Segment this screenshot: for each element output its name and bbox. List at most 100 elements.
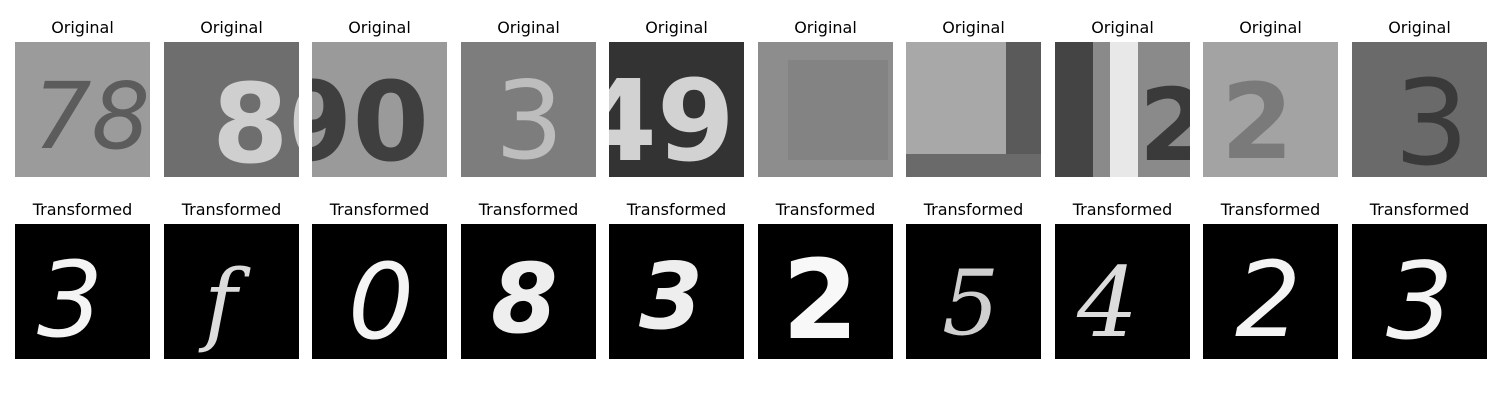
original-title: Original: [1239, 18, 1302, 37]
transformed-image: 2: [758, 224, 893, 359]
original-cell: Original 90: [312, 18, 447, 178]
original-image-background: [609, 42, 744, 177]
original-cell: Original: [906, 18, 1041, 178]
transformed-cell: Transformed 3: [1352, 200, 1487, 360]
transformed-title: Transformed: [1220, 200, 1321, 219]
transformed-title: Transformed: [923, 200, 1024, 219]
original-cell: Original 2: [1203, 18, 1338, 178]
transformed-title: Transformed: [478, 200, 579, 219]
original-image: 3: [461, 42, 596, 177]
transformed-title: Transformed: [32, 200, 133, 219]
transformed-title: Transformed: [1369, 200, 1470, 219]
original-image-glyph: 2: [1221, 61, 1293, 177]
transformed-image: 3: [609, 224, 744, 359]
original-title: Original: [497, 18, 560, 37]
original-image-shadow: [906, 154, 1041, 177]
transformed-image-glyph: 3: [37, 239, 103, 359]
original-image-shadow: [788, 60, 888, 160]
original-image-shadow: [1055, 42, 1093, 177]
transformed-image: 5: [906, 224, 1041, 359]
original-image-glyph: 2: [1139, 67, 1190, 177]
original-image: 90: [312, 42, 447, 177]
original-row: Original 78 Original 80 Original 90 Orig…: [0, 18, 1500, 178]
original-image: 2: [1203, 42, 1338, 177]
original-image-highlight: [1110, 42, 1138, 177]
transformed-image-glyph: 2: [1235, 239, 1301, 359]
original-image: 80: [164, 42, 299, 177]
transformed-image-glyph: 3: [639, 243, 703, 350]
original-title: Original: [51, 18, 114, 37]
original-title: Original: [200, 18, 263, 37]
transformed-image-glyph: 4: [1076, 247, 1138, 359]
transformed-title: Transformed: [329, 200, 430, 219]
transformed-image: 2: [1203, 224, 1338, 359]
transformed-cell: Transformed 2: [1203, 200, 1338, 360]
original-title: Original: [794, 18, 857, 37]
original-cell: Original 80: [164, 18, 299, 178]
original-title: Original: [1388, 18, 1451, 37]
transformed-title: Transformed: [626, 200, 727, 219]
original-image: 2: [1055, 42, 1190, 177]
transformed-image-background: [906, 224, 1041, 359]
original-cell: Original 3: [461, 18, 596, 178]
transformed-title: Transformed: [775, 200, 876, 219]
transformed-image: 4: [1055, 224, 1190, 359]
transformed-image-background: [758, 224, 893, 359]
original-title: Original: [645, 18, 708, 37]
transformed-image-background: [15, 224, 150, 359]
transformed-row: Transformed 3 Transformed f Transformed …: [0, 200, 1500, 360]
original-title: Original: [1091, 18, 1154, 37]
transformed-image-background: [1055, 224, 1190, 359]
transformed-image-glyph: 5: [942, 251, 999, 356]
transformed-cell: Transformed 0: [312, 200, 447, 360]
original-image: [906, 42, 1041, 177]
transformed-image-background: [461, 224, 596, 359]
transformed-image-glyph: 2: [782, 236, 859, 359]
original-image: 3: [1352, 42, 1487, 177]
original-image-glyph: 80: [212, 60, 299, 177]
original-image: 78: [15, 42, 150, 177]
transformed-image-background: [312, 224, 447, 359]
original-cell: Original 2: [1055, 18, 1190, 178]
transformed-image-background: [1203, 224, 1338, 359]
transformed-cell: Transformed 4: [1055, 200, 1190, 360]
transformed-cell: Transformed 3: [15, 200, 150, 360]
transformed-image-glyph: 0: [348, 241, 414, 359]
original-image-background: [1352, 42, 1487, 177]
original-image-glyph: 49: [609, 57, 735, 177]
original-title: Original: [942, 18, 1005, 37]
original-cell: Original 49: [609, 18, 744, 178]
transformed-image: 3: [15, 224, 150, 359]
original-cell: Original 3: [1352, 18, 1487, 178]
original-cell: Original: [758, 18, 893, 178]
original-image-background: [1203, 42, 1338, 177]
transformed-title: Transformed: [1072, 200, 1173, 219]
transformed-image: 0: [312, 224, 447, 359]
original-image-glyph: 3: [495, 59, 564, 177]
transformed-image: 8: [461, 224, 596, 359]
original-cell: Original 78: [15, 18, 150, 178]
original-image-background: [164, 42, 299, 177]
transformed-image-background: [609, 224, 744, 359]
transformed-image: 3: [1352, 224, 1487, 359]
transformed-cell: Transformed 2: [758, 200, 893, 360]
transformed-image-glyph: 3: [1386, 240, 1453, 359]
transformed-cell: Transformed 8: [461, 200, 596, 360]
transformed-image-background: [164, 224, 299, 359]
original-image-glyph: 90: [312, 58, 429, 177]
original-image-background: [312, 42, 447, 177]
transformed-cell: Transformed 5: [906, 200, 1041, 360]
transformed-cell: Transformed f: [164, 200, 299, 360]
original-image-background: [461, 42, 596, 177]
original-image: 49: [609, 42, 744, 177]
original-title: Original: [348, 18, 411, 37]
original-image-background: [15, 42, 150, 177]
original-image-glyph: 3: [1394, 54, 1469, 177]
transformed-image-glyph: 8: [491, 243, 558, 355]
transformed-title: Transformed: [181, 200, 282, 219]
transformed-image-background: [1352, 224, 1487, 359]
original-image-glyph: 78: [33, 63, 150, 170]
transformed-image: f: [164, 224, 299, 359]
original-image: [758, 42, 893, 177]
transformed-cell: Transformed 3: [609, 200, 744, 360]
